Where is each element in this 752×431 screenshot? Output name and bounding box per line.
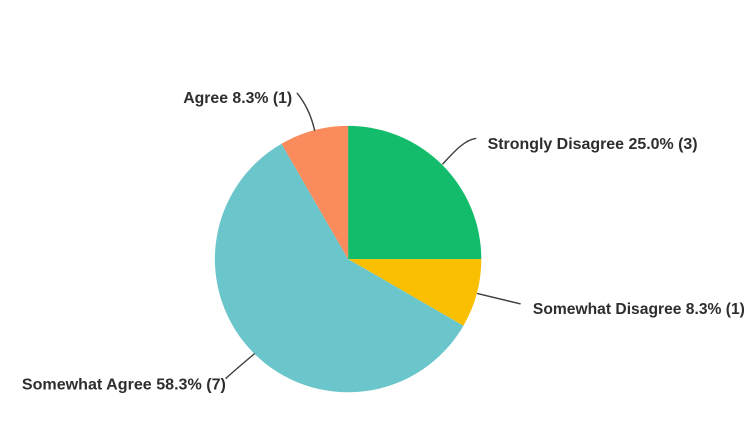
svg-text:Agree 8.3% (1): Agree 8.3% (1) — [183, 90, 292, 107]
svg-text:Somewhat Agree 58.3% (7): Somewhat Agree 58.3% (7) — [22, 377, 226, 394]
svg-text:Strongly Disagree 25.0% (3): Strongly Disagree 25.0% (3) — [488, 136, 698, 153]
svg-text:Somewhat Disagree 8.3% (1): Somewhat Disagree 8.3% (1) — [533, 301, 745, 318]
